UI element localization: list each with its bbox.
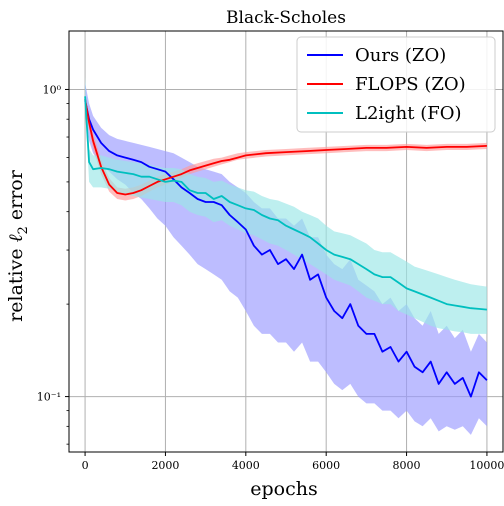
x-axis-label: epochs [250,478,317,500]
y-axis-label-sub: 2 [16,226,31,234]
line-l2ight-fo [84,96,487,311]
x-tick-label: 6000 [312,459,340,472]
y-axis-label-symbol: ℓ [5,234,27,242]
legend: Ours (ZO) FLOPS (ZO) L2ight (FO) [296,36,496,133]
x-tick-label: 8000 [393,459,421,472]
y-axis-label-prefix: relative [5,242,27,321]
line-flops-zo [84,98,487,196]
y-axis-label: relative ℓ2 error [5,169,31,322]
y-axis-ticks: 10⁻¹ 10⁰ [37,83,69,445]
legend-label-flops-zo: FLOPS (ZO) [355,74,466,95]
band-l2ight-fo [85,76,487,334]
legend-box [296,36,496,133]
y-tick-label: 10⁰ [43,83,62,96]
y-axis-label-suffix: error [5,169,27,226]
x-tick-label: 4000 [232,459,260,472]
x-axis-ticks: 0 2000 4000 6000 8000 10000 [82,452,504,472]
legend-label-ours-zo: Ours (ZO) [355,45,446,66]
x-tick-label: 2000 [151,459,179,472]
chart-title: Black-Scholes [226,8,346,28]
y-tick-label: 10⁻¹ [37,391,61,404]
legend-label-l2ight-fo: L2ight (FO) [355,103,462,124]
x-tick-label: 10000 [469,459,504,472]
plot-frame [68,30,504,453]
series-lines [84,96,488,398]
line-ours-zo [84,100,488,398]
x-tick-label: 0 [82,459,89,472]
